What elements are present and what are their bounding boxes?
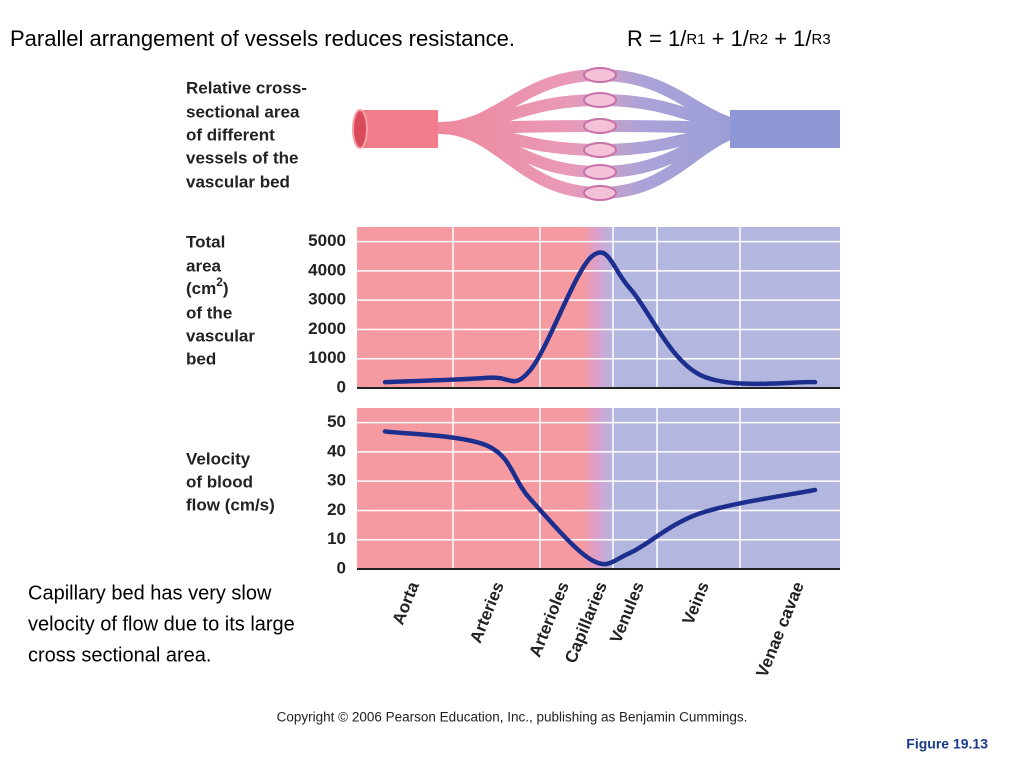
copyright: Copyright © 2006 Pearson Education, Inc.… (277, 710, 748, 725)
y-tick-label: 3000 (308, 290, 346, 309)
arterial-region (357, 408, 583, 569)
label-part: (cm (186, 279, 216, 298)
label-line: flow (cm/s) (186, 495, 275, 514)
label-line: (cm2) (186, 275, 229, 298)
y-tick-label: 20 (327, 500, 346, 519)
label-line: of the (186, 303, 232, 322)
label-line: sectional area (186, 102, 300, 121)
label-line: Total (186, 232, 225, 251)
label-part: ) (223, 279, 229, 298)
x-tick-label: Venae cavae (752, 579, 808, 680)
y-tick-label: 2000 (308, 319, 346, 338)
label-line: Relative cross- (186, 78, 307, 97)
label-line: of different (186, 125, 275, 144)
y-tick-label: 30 (327, 471, 346, 490)
label-line: bed (186, 349, 216, 368)
y-tick-label: 40 (327, 441, 346, 460)
formula: R = 1/R1 + 1/R2 + 1/R3 (627, 26, 831, 51)
slide-title: Parallel arrangement of vessels reduces … (10, 26, 515, 51)
formula-part: R2 (749, 31, 768, 48)
label-line: of blood (186, 472, 253, 491)
x-tick-label: Venules (606, 579, 648, 646)
x-tick-label: Arteries (466, 579, 508, 646)
label-line: Velocity (186, 449, 251, 468)
formula-part: + 1/ (706, 26, 750, 51)
y-tick-label: 5000 (308, 231, 346, 250)
figure-number: Figure 19.13 (906, 736, 988, 752)
x-tick-label: Veins (679, 579, 713, 627)
diagram-label: Relative cross- sectional area of differ… (186, 78, 307, 191)
y-tick-label: 0 (337, 558, 346, 577)
y-tick-label: 0 (337, 377, 346, 396)
label-line: vessels of the (186, 148, 298, 167)
label-line: vascular (186, 326, 255, 345)
formula-part: + 1/ (768, 26, 812, 51)
y-tick-label: 4000 (308, 260, 346, 279)
formula-part: R1 (686, 31, 705, 48)
y-tick-label: 50 (327, 412, 346, 431)
data-line (382, 429, 818, 567)
note-line: Capillary bed has very slow (28, 582, 272, 604)
formula-part: R = 1/ (627, 26, 687, 51)
y-axis-label: Total area (cm2) of the vascular bed Vel… (186, 232, 275, 514)
y-tick-label: 1000 (308, 348, 346, 367)
label-part: 2 (216, 275, 223, 289)
formula-part: R3 (812, 31, 831, 48)
label-line: vascular bed (186, 172, 290, 191)
data-line (382, 250, 818, 387)
x-tick-label: Aorta (389, 579, 423, 628)
venous-region (613, 227, 840, 388)
y-tick-label: 10 (327, 529, 346, 548)
capillary-region (583, 408, 613, 569)
label-line: area (186, 256, 222, 275)
vessel-diagram (352, 67, 840, 201)
note-line: velocity of flow due to its large (28, 613, 295, 635)
arterial-region (357, 227, 583, 388)
note-line: cross sectional area. (28, 644, 211, 666)
note: Capillary bed has very slow velocity of … (28, 582, 295, 666)
